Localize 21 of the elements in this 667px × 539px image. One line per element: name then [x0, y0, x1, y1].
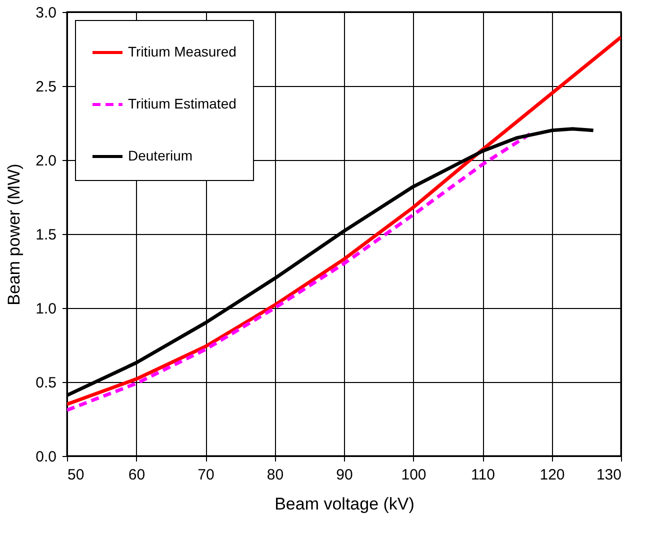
x-tick-label: 50 [68, 466, 84, 484]
x-tick-label: 110 [471, 466, 495, 484]
y-tick-label: 2.0 [36, 152, 56, 170]
x-tick-label: 120 [540, 466, 565, 484]
legend-label: Deuterium [128, 148, 193, 164]
legend-label: Tritium Estimated [128, 96, 236, 112]
y-tick-label: 1.5 [36, 226, 56, 244]
x-axis-title: Beam voltage (kV) [274, 494, 414, 514]
x-tick-label: 100 [401, 466, 426, 484]
y-axis-title: Beam power (MW) [4, 164, 24, 306]
y-tick-label: 0.5 [36, 374, 56, 392]
x-tick-label: 60 [128, 466, 146, 484]
y-tick-label: 3.0 [36, 4, 56, 22]
y-tick-label: 0.0 [36, 448, 56, 466]
x-tick-label: 90 [336, 466, 353, 484]
y-tick-label: 2.5 [36, 78, 56, 96]
x-tick-label: 80 [266, 466, 284, 484]
y-tick-label: 1.0 [36, 300, 56, 318]
x-tick-label: 130 [596, 466, 622, 484]
x-tick-label: 70 [198, 466, 214, 484]
legend-label: Tritium Measured [128, 44, 236, 60]
